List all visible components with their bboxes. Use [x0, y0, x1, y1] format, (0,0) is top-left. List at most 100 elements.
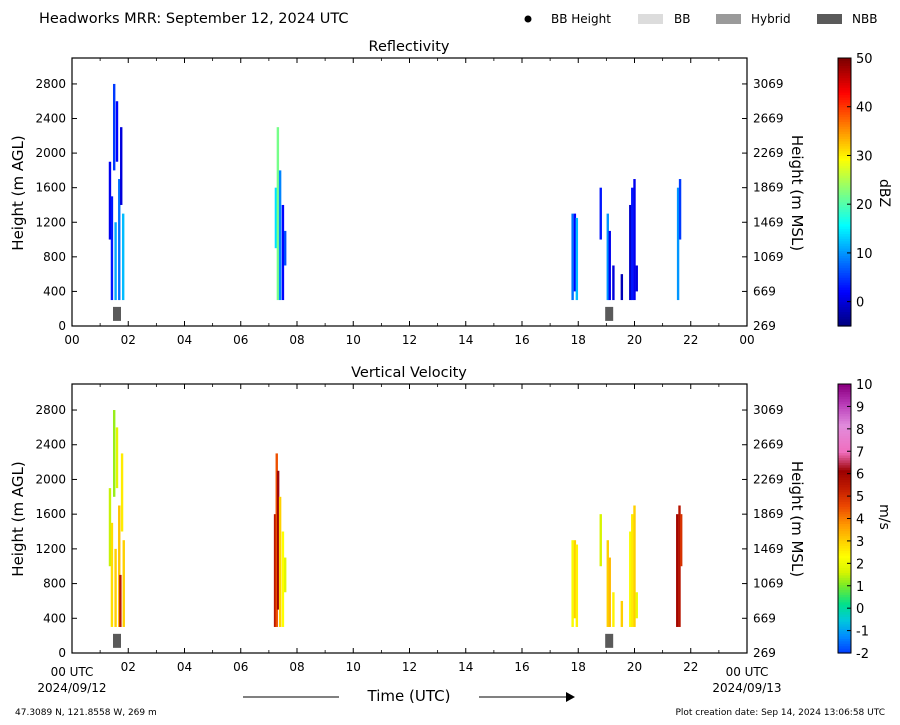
colorbar-segment: [838, 403, 851, 407]
colorbar-segment: [838, 643, 851, 647]
echo-column: [606, 540, 609, 627]
colorbar-tick-label: -2: [856, 647, 869, 662]
colorbar-segment: [838, 616, 851, 620]
colorbar-segment: [838, 313, 851, 317]
colorbar-segment: [838, 491, 851, 495]
y-tick-label: 400: [43, 611, 66, 625]
colorbar-segment: [838, 138, 851, 142]
colorbar-segment: [838, 165, 851, 169]
colorbar-segment: [838, 77, 851, 81]
colorbar-segment: [838, 545, 851, 549]
echo-column: [121, 213, 125, 301]
colorbar-segment: [838, 155, 851, 159]
panel2-ylabel: Height (m AGL): [9, 461, 27, 576]
colorbar-segment: [838, 599, 851, 603]
colorbar-segment: [838, 547, 851, 551]
echo-column: [276, 127, 280, 301]
colorbar-segment: [838, 489, 851, 493]
colorbar-segment: [838, 189, 851, 193]
colorbar-segment: [838, 628, 851, 632]
panel1-colorbar-label: dBZ: [876, 179, 892, 207]
echo-column: [678, 179, 682, 240]
plot-area: [72, 384, 747, 653]
y-tick-label: 2800: [35, 77, 66, 91]
legend-label: BB Height: [551, 12, 611, 26]
colorbar-segment: [838, 177, 851, 181]
echo-column: [283, 230, 287, 266]
colorbar-segment: [838, 457, 851, 461]
y2-tick-label: 269: [753, 319, 776, 333]
y2-tick-label: 1469: [753, 542, 784, 556]
colorbar-segment: [838, 388, 851, 392]
colorbar-segment: [838, 540, 851, 544]
x-tick-label: 04: [177, 660, 192, 674]
legend-bb-height-dot: [524, 15, 532, 23]
colorbar-segment: [838, 194, 851, 198]
colorbar-segment: [838, 89, 851, 93]
panel1-ylabel: Height (m AGL): [9, 135, 27, 250]
colorbar-segment: [838, 182, 851, 186]
colorbar-segment: [838, 557, 851, 561]
colorbar-segment: [838, 450, 851, 454]
echo-column: [573, 213, 577, 292]
colorbar-segment: [838, 58, 851, 62]
velocity-colorbar: -2 -1 0 1 2 3 4 5 6 7 8 9 10: [837, 378, 873, 662]
colorbar-segment: [838, 294, 851, 298]
echo-column: [119, 574, 122, 627]
colorbar-segment: [838, 611, 851, 615]
colorbar-segment: [838, 204, 851, 208]
legend-label: NBB: [852, 12, 877, 26]
echo-column: [273, 514, 277, 627]
colorbar-segment: [838, 481, 851, 485]
colorbar-segment: [838, 223, 851, 227]
colorbar-segment: [838, 442, 851, 446]
y-tick-label: 400: [43, 284, 66, 298]
colorbar-segment: [838, 569, 851, 573]
colorbar-segment: [838, 211, 851, 215]
x-tick-label: 20: [627, 333, 642, 347]
colorbar-segment: [838, 277, 851, 281]
colorbar-segment: [838, 486, 851, 490]
colorbar-segment: [838, 425, 851, 429]
colorbar-tick-label: -1: [856, 625, 869, 640]
legend-bb-swatch: [638, 14, 663, 24]
colorbar-segment: [838, 167, 851, 171]
y-tick-label: 2000: [35, 146, 66, 160]
panel1-y2label: Height (m MSL): [788, 135, 806, 251]
colorbar-segment: [838, 123, 851, 127]
colorbar-segment: [838, 221, 851, 225]
colorbar-tick-label: 50: [856, 52, 873, 67]
colorbar-segment: [838, 630, 851, 635]
colorbar-segment: [838, 304, 851, 308]
xaxis-title: Time (UTC): [367, 687, 451, 705]
colorbar-segment: [838, 218, 851, 222]
echo-column: [114, 222, 117, 301]
nbb-marker: [113, 306, 121, 321]
colorbar-segment: [838, 235, 851, 239]
colorbar-segment: [838, 530, 851, 534]
colorbar-segment: [838, 396, 851, 400]
colorbar-tick-label: 6: [856, 468, 864, 483]
colorbar-segment: [838, 410, 851, 414]
colorbar-segment: [838, 174, 851, 178]
colorbar-segment: [838, 172, 851, 176]
colorbar-segment: [838, 613, 851, 617]
echo-column: [112, 410, 116, 497]
echo-column: [281, 204, 285, 301]
y2-tick-label: 1069: [753, 577, 784, 591]
xaxis-arrow-head: [566, 692, 575, 702]
panel2-y2label: Height (m MSL): [788, 461, 806, 577]
colorbar-segment: [838, 114, 851, 118]
echo-column: [633, 505, 636, 627]
colorbar-segment: [838, 323, 851, 327]
colorbar-segment: [838, 542, 851, 546]
colorbar-segment: [838, 430, 851, 434]
colorbar-segment: [838, 179, 851, 183]
y2-tick-label: 1869: [753, 507, 784, 521]
nbb-marker: [605, 306, 614, 321]
colorbar-segment: [838, 230, 851, 235]
y-tick-label: 2800: [35, 403, 66, 417]
colorbar-segment: [838, 550, 851, 554]
colorbar-segment: [838, 282, 851, 286]
colorbar-segment: [838, 564, 851, 569]
